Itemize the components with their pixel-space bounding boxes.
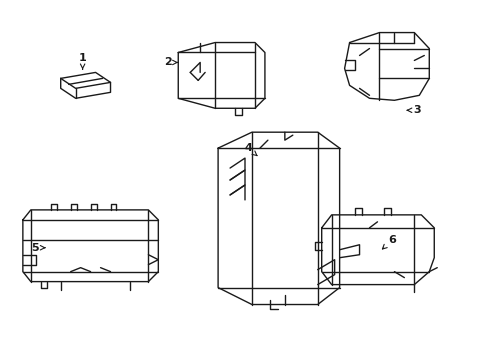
Text: 6: 6 bbox=[382, 235, 396, 249]
Text: 2: 2 bbox=[164, 58, 178, 67]
Text: 3: 3 bbox=[407, 105, 420, 115]
Text: 1: 1 bbox=[79, 54, 86, 69]
Text: 4: 4 bbox=[244, 143, 257, 156]
Text: 5: 5 bbox=[31, 243, 45, 253]
